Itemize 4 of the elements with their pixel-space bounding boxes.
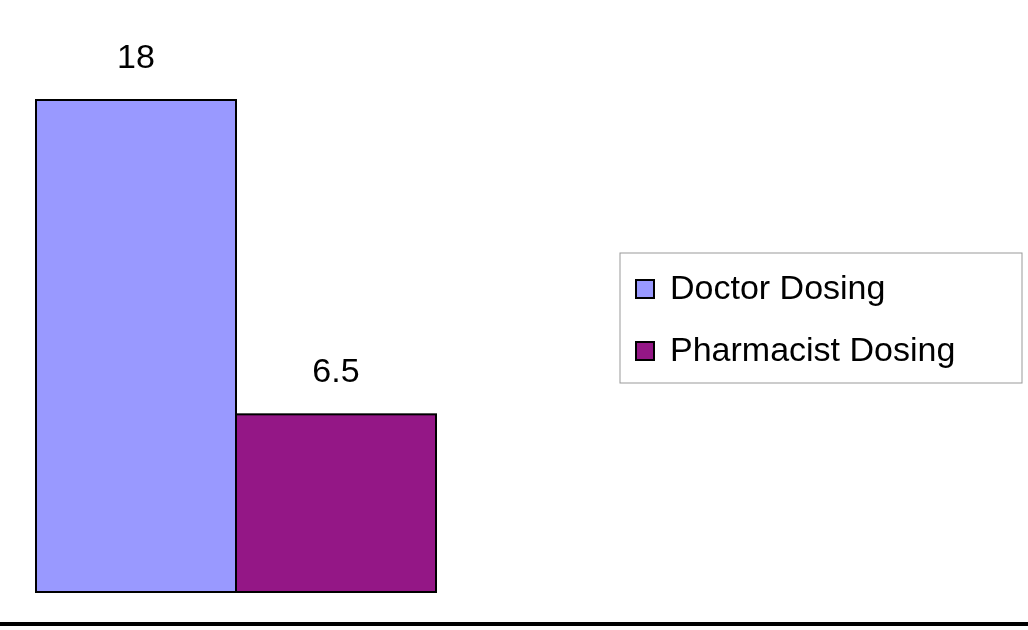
legend-label: Doctor Dosing [670,268,886,306]
legend-label: Pharmacist Dosing [670,330,956,368]
data-label: 18 [117,37,155,75]
data-label: 6.5 [312,351,360,390]
